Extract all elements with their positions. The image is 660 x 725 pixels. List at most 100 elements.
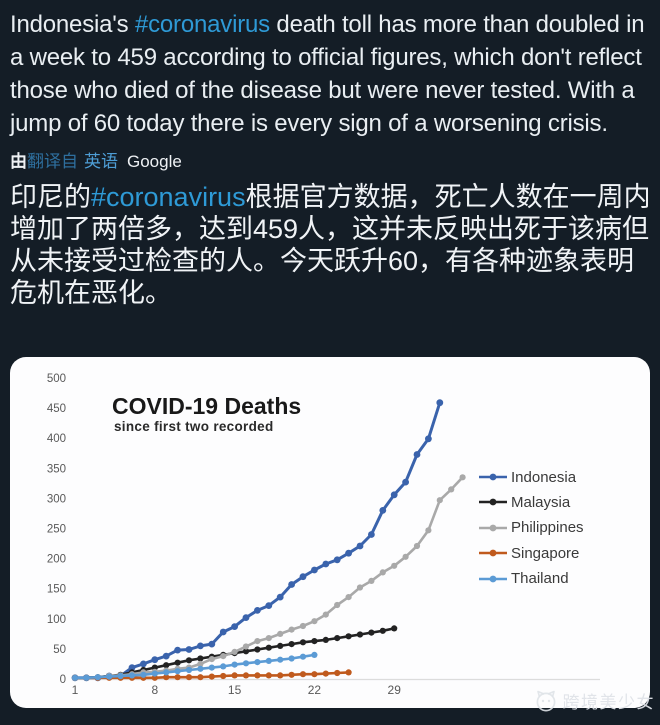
data-point-thailand	[83, 674, 90, 681]
data-point-philippines	[311, 618, 318, 625]
data-point-indonesia	[390, 491, 398, 499]
data-point-singapore	[197, 674, 204, 681]
data-point-malaysia	[345, 633, 352, 640]
data-point-indonesia	[368, 531, 375, 538]
data-point-singapore	[288, 671, 295, 678]
chart-attachment-image[interactable]: COVID-19 Deaths since first two recorded…	[10, 357, 650, 708]
data-point-philippines	[265, 635, 272, 642]
data-point-malaysia	[254, 646, 261, 653]
data-point-malaysia	[299, 639, 307, 646]
y-tick-label: 450	[47, 403, 66, 415]
legend-marker-icon	[479, 575, 507, 582]
data-point-indonesia	[219, 628, 227, 636]
x-tick-label: 29	[388, 683, 402, 697]
data-point-philippines	[402, 553, 409, 560]
data-point-indonesia	[265, 602, 273, 609]
data-point-singapore	[208, 673, 215, 680]
tweet-body: Indonesia's #coronavirus death toll has …	[0, 0, 660, 309]
tweet-text-en-before: Indonesia's	[10, 11, 135, 38]
data-point-indonesia	[345, 549, 352, 557]
data-point-indonesia	[413, 451, 421, 458]
x-tick-label: 15	[228, 683, 242, 697]
data-point-philippines	[379, 569, 386, 576]
legend-label: Indonesia	[511, 468, 577, 486]
data-point-philippines	[208, 656, 215, 663]
data-point-indonesia	[288, 581, 295, 588]
data-point-philippines	[368, 577, 375, 584]
data-point-philippines	[242, 643, 250, 650]
data-point-malaysia	[288, 641, 295, 648]
data-point-philippines	[322, 611, 329, 618]
chart-subtitle: since first two recorded	[114, 419, 274, 434]
legend-item-singapore: Singapore	[478, 544, 584, 562]
data-point-malaysia	[356, 631, 364, 638]
data-point-singapore	[174, 674, 181, 681]
data-point-malaysia	[265, 644, 272, 651]
legend-marker-icon	[479, 549, 507, 557]
translation-attribution: 由翻译自 英语 Google	[10, 147, 652, 172]
data-point-indonesia	[436, 399, 444, 407]
data-point-indonesia	[356, 542, 364, 550]
data-point-singapore	[322, 670, 329, 677]
data-point-philippines	[425, 527, 432, 534]
data-point-indonesia	[242, 614, 250, 621]
data-point-thailand	[117, 672, 124, 680]
y-tick-label: 250	[47, 524, 66, 536]
data-point-malaysia	[242, 648, 250, 655]
data-point-thailand	[277, 656, 284, 663]
y-tick-label: 100	[47, 614, 66, 626]
y-tick-label: 300	[47, 493, 66, 505]
data-point-malaysia	[277, 642, 284, 649]
x-tick-label: 1	[72, 683, 79, 697]
data-point-thailand	[254, 659, 261, 666]
data-point-thailand	[220, 663, 227, 670]
data-point-thailand	[288, 655, 295, 662]
x-tick-label: 8	[151, 683, 158, 697]
data-point-singapore	[265, 672, 272, 679]
legend-label: Malaysia	[511, 493, 571, 511]
x-tick-label: 22	[308, 683, 322, 697]
data-point-thailand	[174, 668, 181, 675]
data-point-thailand	[208, 664, 215, 671]
y-tick-label: 400	[47, 433, 66, 445]
chart-title: COVID-19 Deaths	[112, 393, 302, 419]
data-point-philippines	[334, 601, 341, 609]
data-point-philippines	[345, 594, 352, 601]
data-point-singapore	[311, 671, 318, 678]
data-point-indonesia	[208, 640, 216, 648]
legend-label: Thailand	[511, 570, 569, 588]
data-point-philippines	[459, 474, 466, 481]
tweet-text-en-after: death toll has more than doubled in a we…	[10, 11, 645, 137]
data-point-thailand	[311, 651, 318, 658]
data-point-indonesia	[128, 664, 136, 671]
legend-label: Singapore	[511, 544, 580, 562]
data-point-indonesia	[162, 652, 170, 660]
line-chart-plot: 0 50 100 150 200 250 300 350 400 450 500 1 8 15 22 29	[47, 373, 600, 697]
attrib-provider-google: Google	[127, 152, 182, 171]
data-point-singapore	[220, 672, 227, 680]
series-line-indonesia	[73, 401, 442, 680]
data-point-philippines	[220, 653, 227, 660]
data-point-singapore	[334, 669, 341, 677]
data-point-singapore	[345, 669, 352, 676]
attrib-translated-link[interactable]: 翻译自	[27, 152, 78, 171]
data-point-singapore	[254, 672, 261, 679]
data-point-thailand	[71, 674, 79, 681]
tweet-text-zh-after: 根据官方数据，死亡人数在一周内增加了两倍多，达到459人，这并未反映出死于该病但…	[10, 182, 651, 308]
data-point-indonesia	[174, 646, 182, 654]
data-point-thailand	[231, 661, 238, 668]
hashtag-coronavirus-en[interactable]: #coronavirus	[134, 11, 270, 38]
data-point-indonesia	[151, 656, 159, 664]
data-point-thailand	[94, 674, 101, 681]
y-tick-label: 200	[47, 554, 66, 566]
data-point-thailand	[163, 669, 170, 676]
data-point-philippines	[436, 497, 443, 504]
data-point-indonesia	[299, 573, 307, 581]
attrib-language-link[interactable]: 英语	[84, 152, 118, 171]
data-point-indonesia	[276, 593, 284, 601]
data-point-thailand	[151, 670, 158, 677]
data-point-singapore	[299, 671, 307, 678]
data-point-indonesia	[197, 642, 204, 650]
data-point-philippines	[277, 630, 284, 637]
hashtag-coronavirus-zh[interactable]: #coronavirus	[91, 182, 246, 212]
